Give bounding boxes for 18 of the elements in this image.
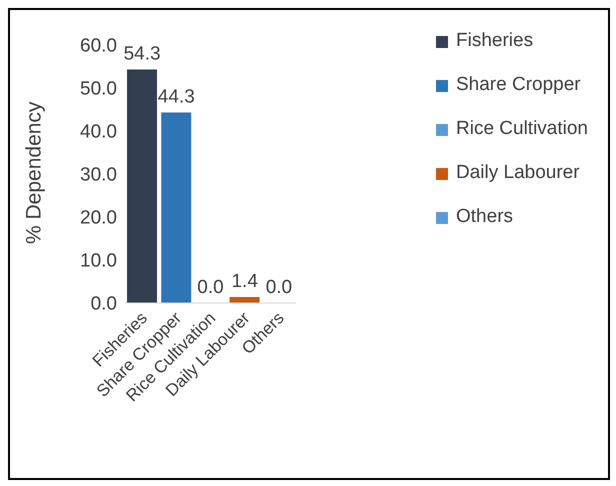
data-label: 44.3 bbox=[158, 86, 195, 108]
legend-label: Daily Labourer bbox=[456, 162, 580, 183]
data-label: 54.3 bbox=[124, 44, 161, 65]
y-tick-label: 40.0 bbox=[80, 122, 117, 143]
data-label: 0.0 bbox=[197, 277, 224, 298]
data-label: 1.4 bbox=[231, 270, 258, 292]
legend-label: Fisheries bbox=[456, 30, 534, 51]
y-tick-label: 50.0 bbox=[80, 78, 117, 100]
y-tick-label: 0.0 bbox=[90, 294, 117, 315]
y-tick-label: 60.0 bbox=[80, 36, 117, 57]
legend-label: Rice Cultivation bbox=[456, 118, 588, 139]
data-label: 0.0 bbox=[266, 277, 292, 298]
y-tick-label: 30.0 bbox=[80, 164, 117, 186]
y-tick-label: 10.0 bbox=[80, 250, 117, 272]
legend-label: Others bbox=[456, 206, 514, 227]
y-tick-label: 20.0 bbox=[80, 208, 117, 229]
legend-label: Share Cropper bbox=[456, 74, 581, 95]
y-axis-title: % Dependency bbox=[22, 101, 46, 244]
